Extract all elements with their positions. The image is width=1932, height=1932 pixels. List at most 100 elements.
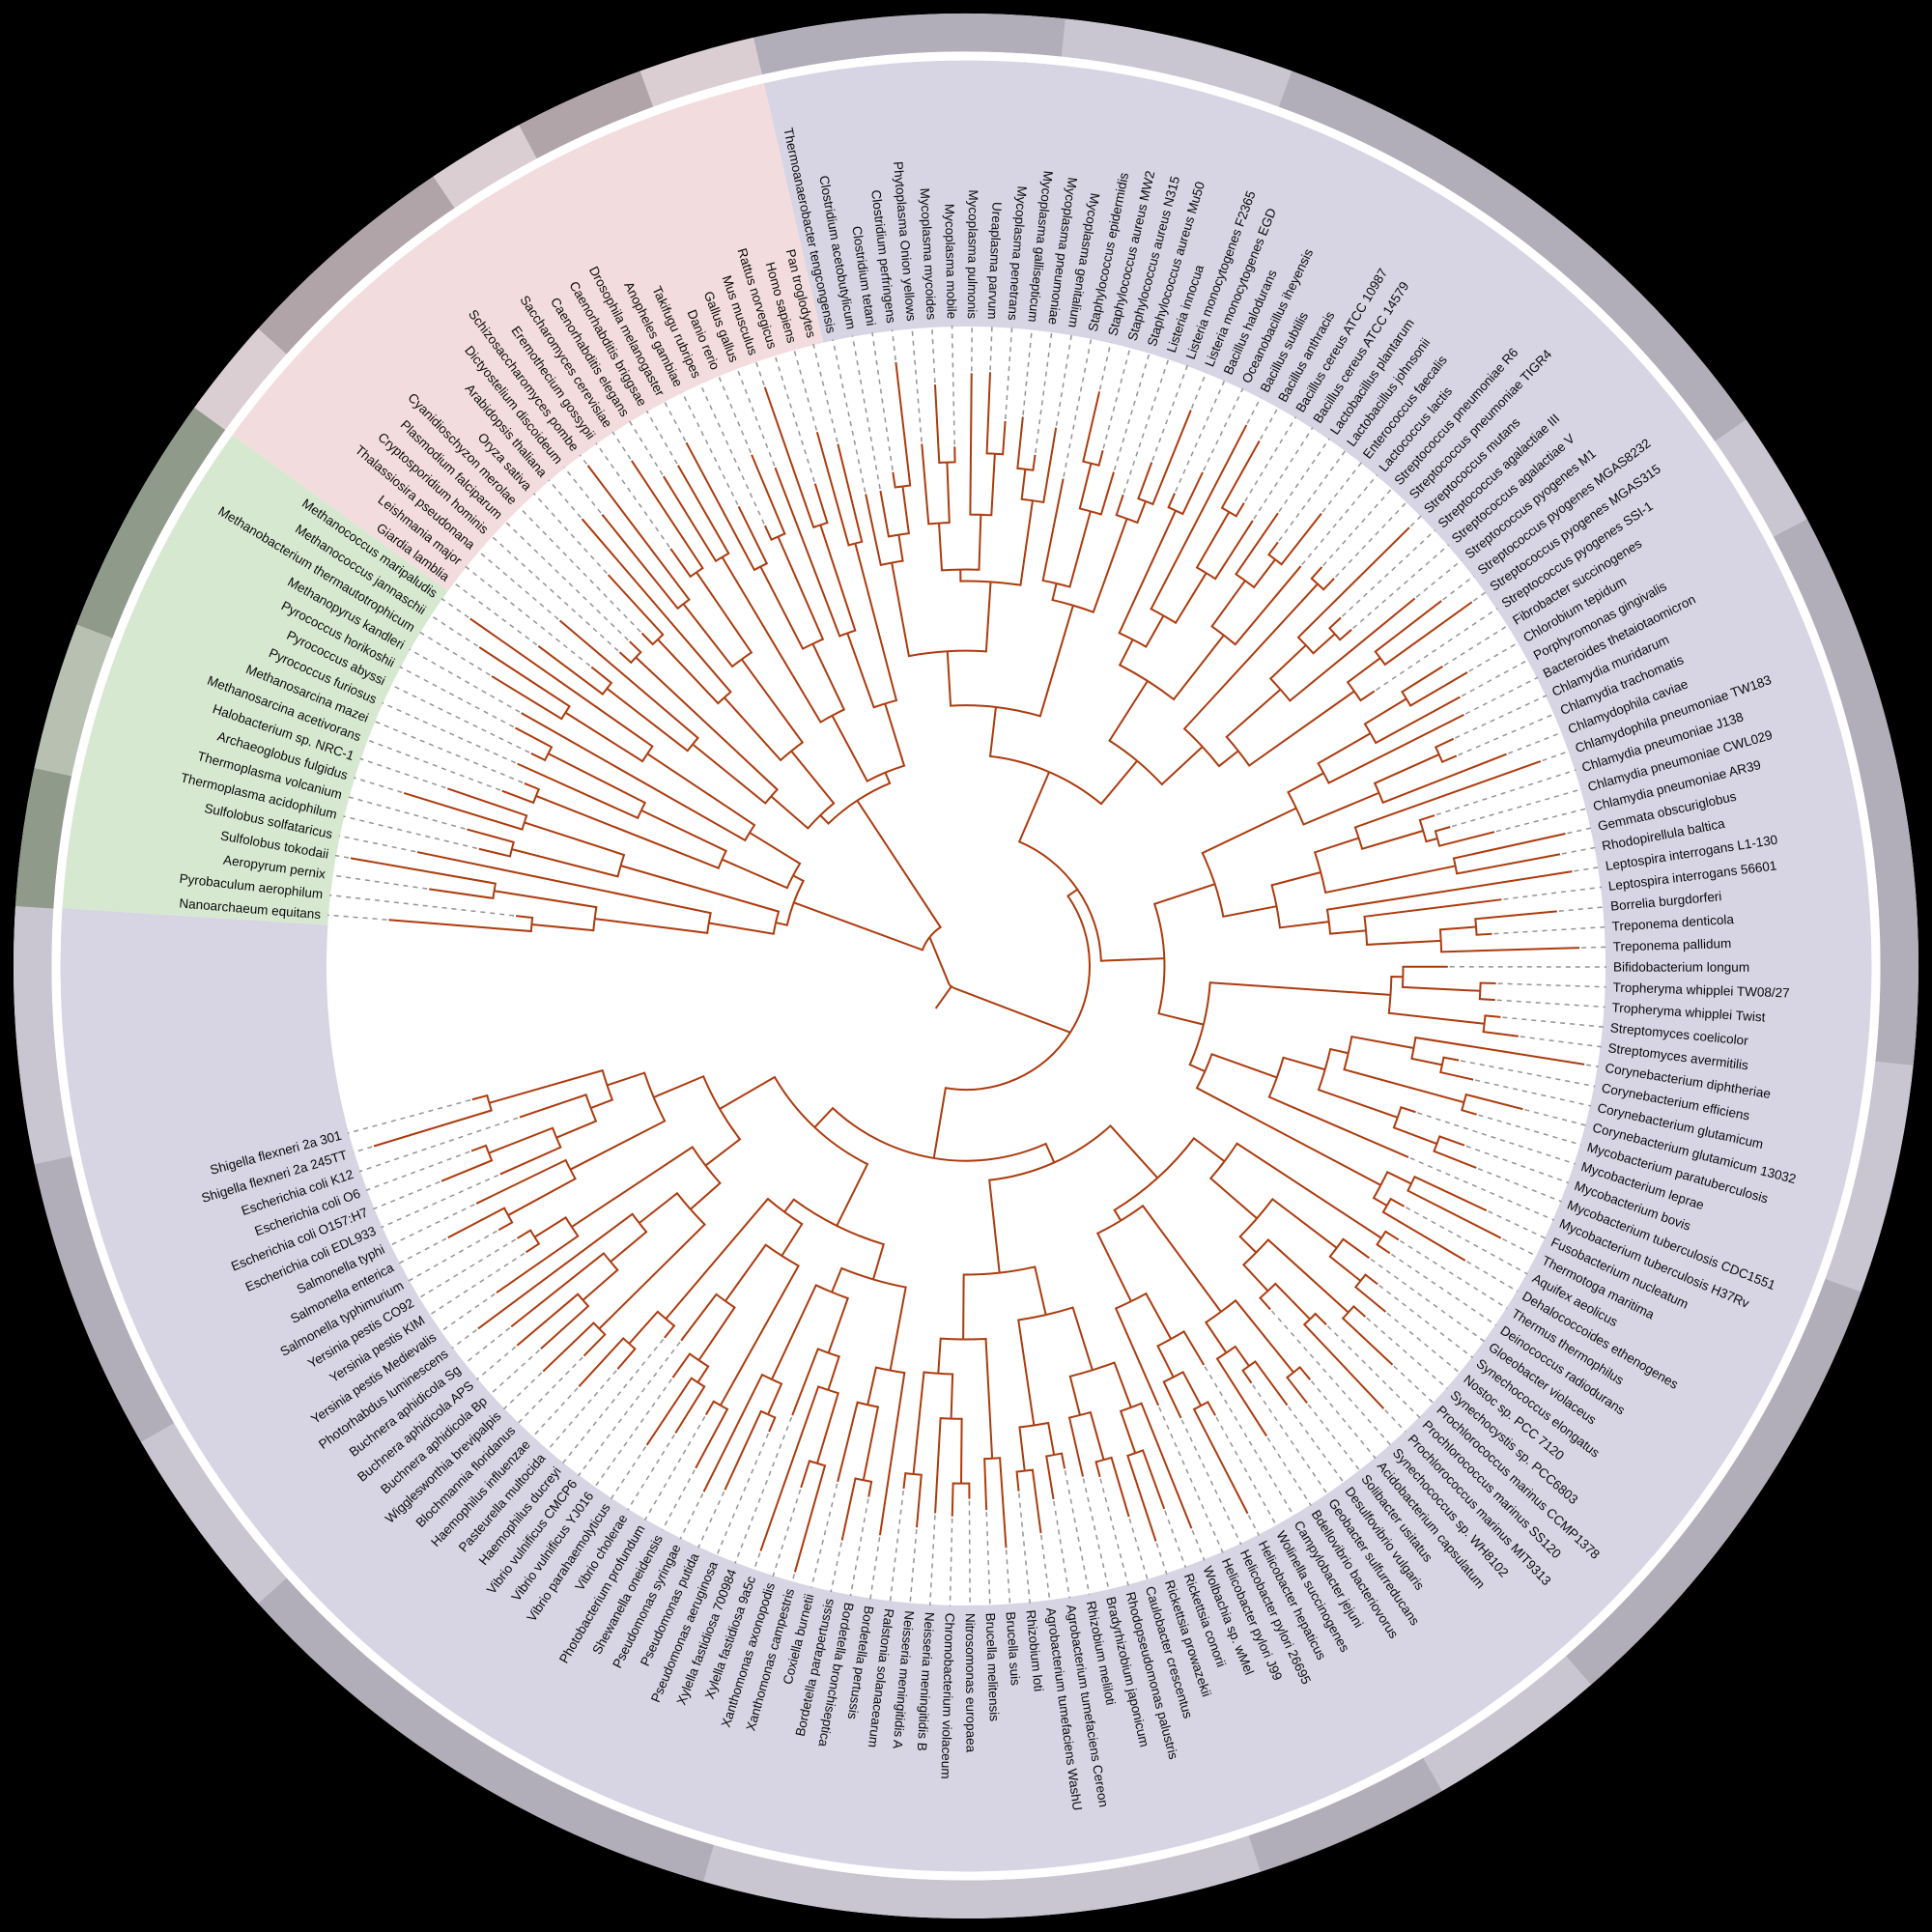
tree-branch [680,1293,726,1342]
tree-branch [507,1169,577,1216]
tree-branch [607,1071,655,1098]
tree-branch [879,490,899,538]
tree-branch [1325,870,1573,923]
tree-branch [863,1479,873,1497]
tree-branch [1255,1238,1350,1314]
tree-branch [872,1278,907,1371]
leaf-leader-line [1417,1112,1576,1165]
tree-branch [1076,889,1165,962]
tree-branch [1353,760,1542,838]
leaf-leader-line [1442,575,1475,601]
tree-branch [1302,1318,1385,1409]
leaf-leader-line [464,1327,511,1365]
tree-branch [1436,831,1495,847]
tree-branch [1363,697,1407,734]
tree-branch [1175,471,1204,516]
leaf-leader-line [1113,352,1151,471]
leaf-leader-line [579,454,587,465]
leaf-leader-line [1040,1535,1051,1602]
tree-branch [403,791,526,831]
tree-branch [1091,450,1104,467]
root-arc [949,983,954,989]
tree-branch [1482,1023,1519,1037]
outer-ring-segment [1278,71,1747,442]
leaf-leader-line [1252,1384,1329,1495]
tree-branch [594,918,710,935]
tree-branch [947,446,956,464]
leaf-leader-line [1175,380,1226,493]
leaf-leader-line [869,1537,881,1600]
tree-branch [1392,1117,1437,1145]
tree-branch [992,1457,1008,1548]
tree-branch [1048,759,1138,806]
tree-branch [1385,1197,1406,1208]
tree-branch [1418,814,1435,832]
tree-branch [902,1471,914,1490]
tree-branch [770,795,821,830]
tree-branch [938,462,951,525]
tree-branch [1130,1402,1193,1529]
leaf-leader-line [1270,1310,1392,1446]
tree-branch [582,1327,607,1357]
tree-branch [696,1359,710,1383]
leaf-leader-line [643,1415,706,1521]
tree-branch [1353,1280,1387,1313]
tree-branch [856,800,943,938]
tree-branch [1114,1300,1160,1406]
leaf-leader-line [812,343,838,442]
tree-branch [999,1265,1047,1316]
leaf-leader-line [1443,624,1509,667]
tree-branch [564,711,649,763]
leaf-leader-line [548,479,582,519]
tree-branch [606,687,694,753]
tree-branch [1157,958,1205,1026]
tree-branch [1365,930,1441,946]
leaf-label: Brucella suis [1004,1611,1023,1687]
tree-branch [1016,416,1026,470]
tree-branch [521,712,751,842]
tree-branch [478,646,571,714]
leaf-leader-line [1502,1237,1538,1258]
tree-branch [1162,1376,1182,1419]
tree-branch [586,465,691,605]
tree-branch [496,1226,580,1294]
tree-branch [1478,990,1495,1002]
tree-branch [811,643,846,717]
leaf-leader-line [1164,1510,1187,1569]
leaf-leader-line [1409,1157,1554,1221]
tree-branch [892,471,903,489]
tree-branch [990,500,1034,586]
tree-branch [1225,1345,1250,1367]
leaf-leader-line [347,1099,471,1134]
tree-branch [913,1473,923,1528]
outer-ring-segment [194,328,287,431]
leaf-leader-line [1122,357,1170,494]
tree-branch [1072,518,1128,613]
leaf-leader-line [334,854,350,859]
tree-branch [1463,1093,1523,1111]
leaf-leader-line [1502,1016,1605,1028]
tree-branch [741,658,805,753]
leaf-leader-line [327,914,387,921]
tree-branch [1379,1170,1412,1186]
tree-branch [388,919,533,933]
leaf-leader-line [1321,462,1363,513]
tree-branch [1313,837,1359,873]
tree-branch [1310,566,1323,585]
leaf-leader-line [1310,1380,1377,1460]
tree-branch [702,1373,773,1492]
tree-branch [837,443,864,545]
leaf-leader-line [374,720,524,783]
leaf-leader-line [849,1498,869,1597]
tree-branch [878,1369,906,1536]
tree-branch [517,762,642,820]
leaf-leader-line [1266,1436,1312,1506]
leaf-leader-line [717,375,753,454]
tree-branch [515,915,534,925]
tree-branch [671,1352,700,1378]
tree-branch [724,696,792,762]
tree-branch [1053,1452,1066,1469]
tree-branch [1454,853,1561,875]
tree-branch [1053,1124,1159,1179]
leaf-leader-line [477,550,559,620]
